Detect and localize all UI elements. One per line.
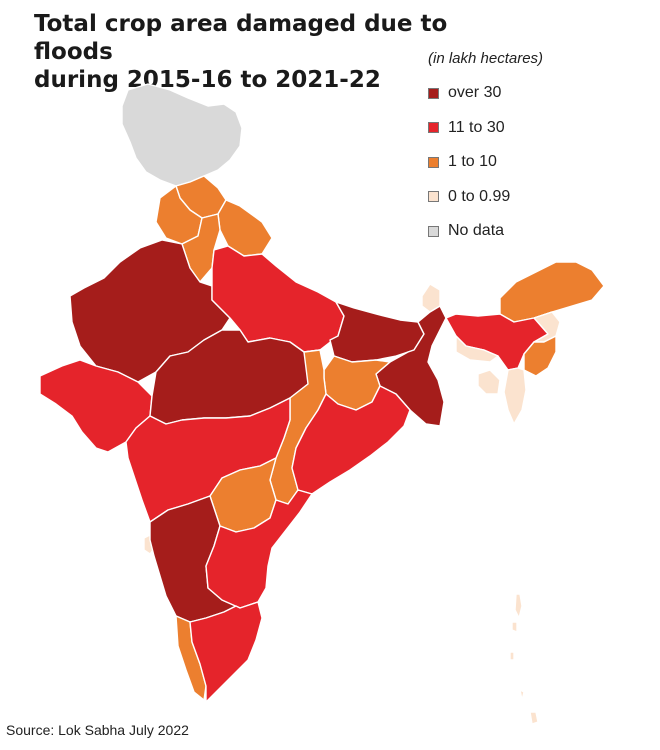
region-mizoram (503, 367, 527, 425)
legend-item-0-to-099: 0 to 0.99 (428, 180, 510, 215)
legend-swatch (428, 156, 439, 168)
legend-label: 1 to 10 (448, 153, 497, 171)
legend-label: 0 to 0.99 (448, 187, 511, 205)
legend-item-1-to-10: 1 to 10 (428, 145, 510, 180)
title-line-2: during 2015-16 to 2021-22 (34, 67, 381, 93)
legend-swatch (428, 122, 439, 134)
region-andaman-nicobar-3 (509, 651, 515, 661)
unit-note: (in lakh hectares) (428, 50, 544, 67)
region-andhra-pradesh (205, 489, 313, 609)
region-bihar (329, 301, 425, 363)
source-note: Source: Lok Sabha July 2022 (6, 722, 189, 738)
region-andaman-nicobar-1 (514, 593, 523, 619)
legend-swatch (428, 225, 439, 237)
region-andaman-nicobar-4 (519, 689, 525, 701)
region-jammu-kashmir (121, 83, 243, 187)
legend-item-11-to-30: 11 to 30 (428, 111, 510, 146)
title-line-1: Total crop area damaged due to floods (34, 11, 448, 65)
region-tripura (477, 369, 501, 395)
region-maharashtra (125, 397, 291, 523)
map-title: Total crop area damaged due to floods du… (34, 10, 504, 94)
region-tamil-nadu (189, 601, 263, 703)
legend-label: No data (448, 222, 505, 240)
legend-swatch (428, 87, 439, 99)
region-manipur (523, 335, 557, 377)
region-meghalaya (455, 335, 499, 363)
region-uttarakhand (217, 199, 273, 257)
region-odisha (291, 385, 411, 495)
region-andaman-nicobar-2 (511, 621, 518, 633)
legend-swatch (428, 191, 439, 203)
legend-label: 11 to 30 (448, 118, 505, 136)
legend-item-over-30: over 30 (428, 76, 510, 111)
region-andaman-nicobar-5 (529, 711, 539, 725)
legend-label: over 30 (448, 84, 502, 102)
region-west-bengal (375, 305, 447, 427)
legend: over 30 11 to 30 1 to 10 0 to 0.99 No da… (428, 76, 510, 249)
legend-item-no-data: No data (428, 214, 510, 249)
